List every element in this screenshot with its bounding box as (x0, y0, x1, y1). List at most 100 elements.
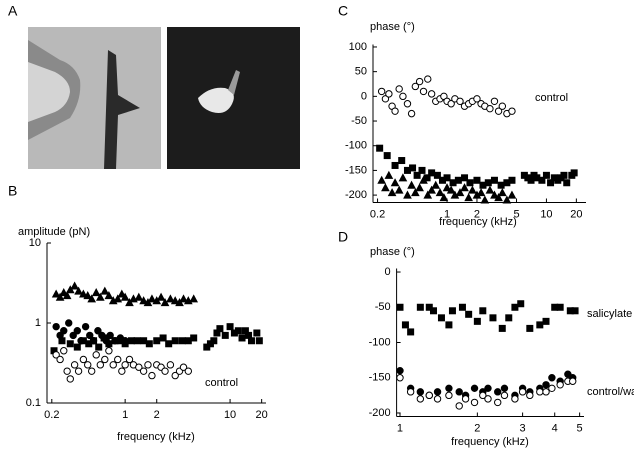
data-point (468, 185, 477, 194)
data-point (114, 355, 122, 364)
data-point (63, 367, 71, 375)
data-point (100, 286, 110, 295)
data-point (464, 193, 473, 202)
data-point (494, 193, 503, 202)
data-point (226, 323, 234, 331)
data-point (381, 95, 390, 103)
data-point (135, 363, 143, 371)
data-point (109, 361, 117, 369)
data-point (466, 179, 474, 187)
data-point (427, 185, 436, 194)
data-point (547, 179, 555, 187)
y-tick-label: -150 (369, 372, 391, 384)
annotation: salicylate (587, 308, 632, 320)
data-point (484, 395, 492, 403)
data-point (376, 144, 384, 152)
annotation: control (205, 377, 238, 389)
x-tick-label: 1 (397, 422, 403, 434)
data-point (81, 322, 90, 331)
data-point (407, 180, 416, 189)
data-point (171, 337, 179, 345)
data-point (494, 398, 502, 407)
data-point (104, 291, 114, 300)
data-point (458, 303, 466, 311)
data-point (542, 171, 550, 179)
data-point (395, 85, 403, 93)
data-point (439, 193, 449, 202)
data-point (52, 351, 60, 359)
x-tick-label: 20 (256, 409, 268, 421)
data-point (166, 361, 175, 369)
data-point (502, 195, 512, 204)
data-point (383, 152, 391, 160)
data-point (479, 307, 487, 315)
x-tick-label: 4 (552, 422, 558, 434)
data-point (105, 340, 113, 348)
data-point (445, 384, 453, 393)
data-point (396, 303, 404, 311)
data-point (409, 164, 417, 172)
data-point (90, 337, 98, 345)
y-axis-label: amplitude (pN) (18, 226, 90, 238)
data-point (455, 402, 463, 410)
data-point (507, 190, 517, 199)
x-axis-label: frequency (kHz) (451, 436, 529, 448)
data-point (456, 97, 464, 105)
y-tick-label: 100 (349, 41, 367, 53)
data-point (511, 395, 519, 403)
data-point (470, 398, 479, 407)
data-point (69, 331, 77, 340)
data-point (446, 185, 456, 194)
y-tick-label: -50 (351, 115, 367, 127)
micrograph-brightfield (28, 27, 161, 169)
data-point (403, 190, 412, 199)
y-tick-label: -100 (369, 336, 391, 348)
data-point (490, 176, 498, 184)
data-point (387, 188, 397, 197)
data-point (465, 310, 473, 318)
data-point (448, 307, 456, 315)
data-point (418, 166, 426, 174)
data-point (140, 337, 148, 345)
x-tick-label: 1 (122, 409, 128, 421)
data-point (511, 303, 519, 311)
data-point (497, 181, 505, 189)
data-point (156, 292, 166, 301)
data-point (70, 361, 79, 369)
data-point (548, 374, 556, 382)
data-point (413, 171, 421, 179)
data-point (60, 347, 68, 355)
data-point (87, 294, 97, 303)
data-point (134, 292, 144, 301)
data-point (427, 90, 436, 98)
data-point (166, 294, 175, 303)
data-point (253, 329, 261, 337)
data-point (508, 176, 516, 184)
data-point (494, 107, 503, 115)
data-point (161, 367, 169, 375)
data-point (443, 174, 451, 182)
data-point (94, 327, 102, 335)
data-point (479, 391, 487, 400)
data-point (548, 384, 556, 393)
data-point (159, 334, 167, 342)
data-point (461, 395, 470, 403)
data-point (255, 337, 263, 345)
data-point (73, 343, 81, 351)
data-point (500, 384, 509, 393)
y-tick-label: 0 (361, 90, 367, 102)
data-point (70, 281, 79, 290)
data-point (398, 173, 408, 182)
data-point (396, 366, 404, 375)
data-point (429, 307, 437, 315)
data-point (415, 77, 424, 86)
data-point (101, 355, 109, 364)
data-point (486, 104, 494, 113)
data-point (538, 176, 546, 184)
data-point (494, 388, 502, 396)
data-point (66, 375, 74, 383)
data-point (120, 292, 130, 301)
x-tick-label: 0.2 (370, 208, 385, 220)
data-point (403, 100, 412, 108)
data-point (484, 179, 492, 187)
